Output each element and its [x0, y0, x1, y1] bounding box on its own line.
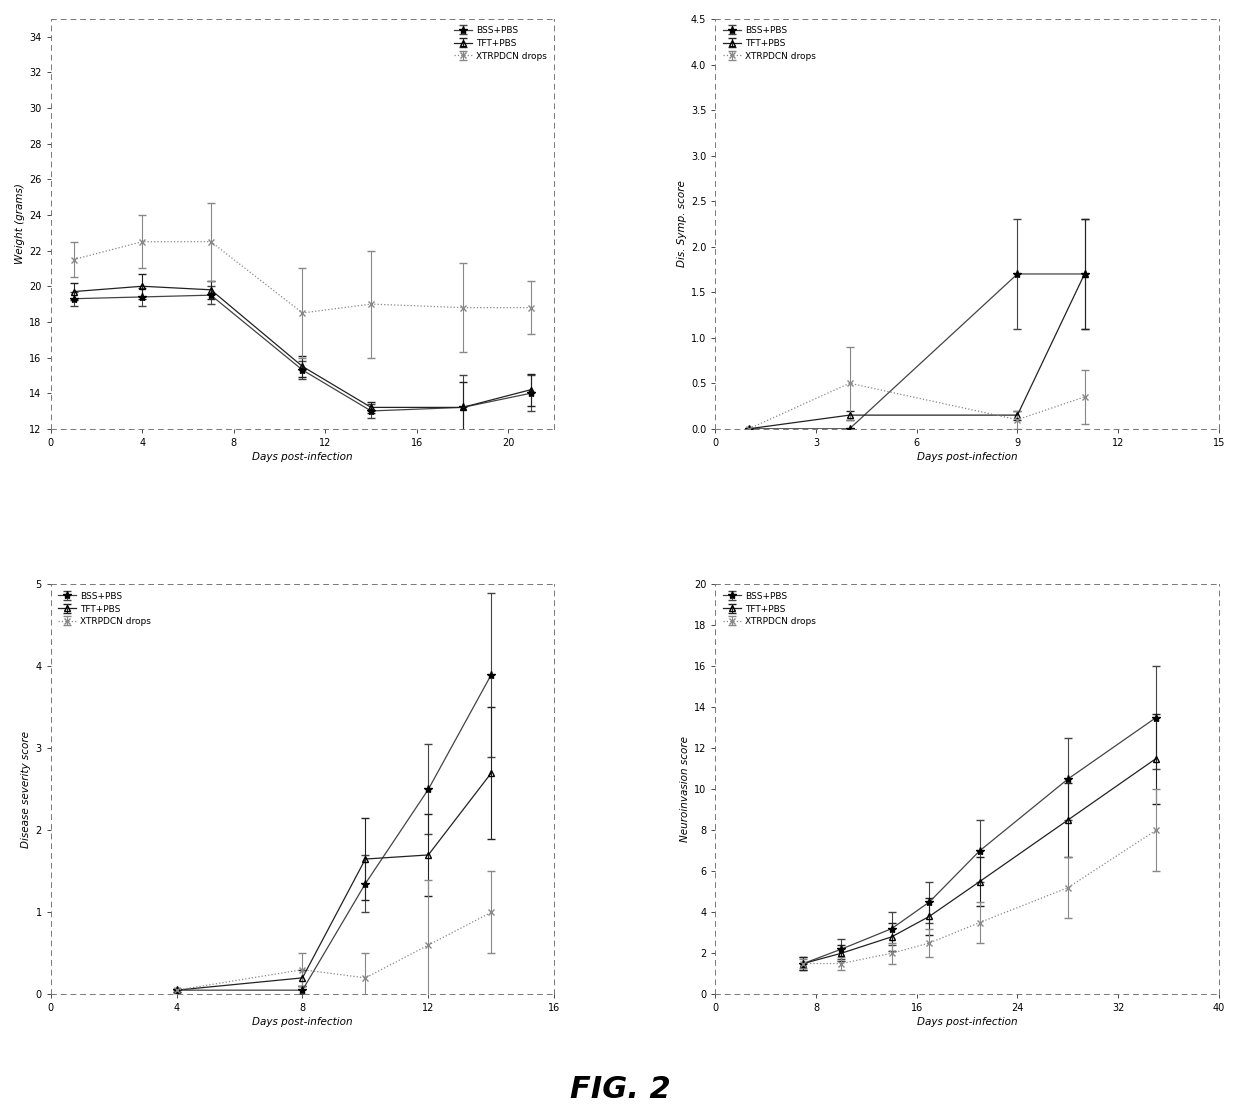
- Y-axis label: Neuroinvasion score: Neuroinvasion score: [680, 736, 689, 843]
- X-axis label: Days post-infection: Days post-infection: [252, 1017, 352, 1027]
- Y-axis label: Disease severity score: Disease severity score: [21, 731, 31, 848]
- Legend: BSS+PBS, TFT+PBS, XTRPDCN drops: BSS+PBS, TFT+PBS, XTRPDCN drops: [720, 23, 818, 63]
- Legend: BSS+PBS, TFT+PBS, XTRPDCN drops: BSS+PBS, TFT+PBS, XTRPDCN drops: [451, 23, 549, 63]
- Y-axis label: Weight (grams): Weight (grams): [15, 183, 25, 264]
- Legend: BSS+PBS, TFT+PBS, XTRPDCN drops: BSS+PBS, TFT+PBS, XTRPDCN drops: [720, 589, 818, 629]
- X-axis label: Days post-infection: Days post-infection: [252, 452, 352, 462]
- Text: FIG. 2: FIG. 2: [569, 1075, 671, 1103]
- Legend: BSS+PBS, TFT+PBS, XTRPDCN drops: BSS+PBS, TFT+PBS, XTRPDCN drops: [56, 589, 154, 629]
- Y-axis label: Dis. Symp. score: Dis. Symp. score: [677, 181, 687, 267]
- X-axis label: Days post-infection: Days post-infection: [916, 452, 1017, 462]
- X-axis label: Days post-infection: Days post-infection: [916, 1017, 1017, 1027]
